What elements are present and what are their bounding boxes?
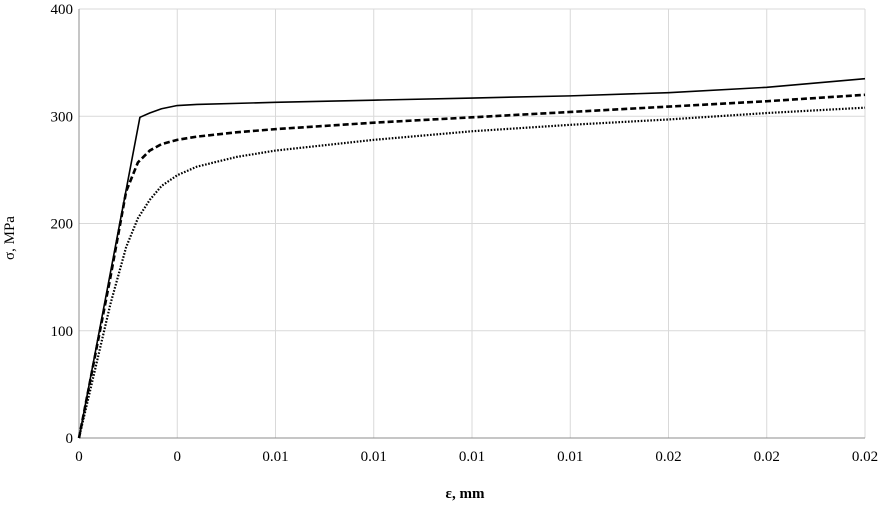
x-tick-label: 0.02: [655, 449, 681, 465]
series-layer: [77, 77, 866, 439]
x-tick-label: 0: [174, 449, 182, 465]
y-tick-label: 100: [51, 324, 74, 340]
x-tick-label: 0: [75, 449, 83, 465]
y-tick-label: 200: [51, 217, 74, 233]
series-line-dashed: [77, 93, 866, 439]
grid-layer: [79, 8, 866, 438]
x-tick-label: 0.02: [852, 449, 878, 465]
y-axis-label: σ, MPa: [2, 216, 18, 260]
y-tick-label: 0: [66, 431, 74, 447]
x-tick-label: 0.01: [459, 449, 485, 465]
x-axis-label: ε, mm: [446, 486, 485, 502]
axes-layer: [78, 9, 865, 439]
series-line-solid: [78, 77, 866, 439]
x-tick-label: 0.02: [754, 449, 780, 465]
series-line-dotted: [77, 106, 866, 439]
x-tick-label: 0.01: [262, 449, 288, 465]
x-tick-label: 0.01: [557, 449, 583, 465]
y-tick-label: 300: [51, 109, 74, 125]
x-tick-label: 0.01: [361, 449, 387, 465]
y-tick-label: 400: [51, 2, 74, 18]
